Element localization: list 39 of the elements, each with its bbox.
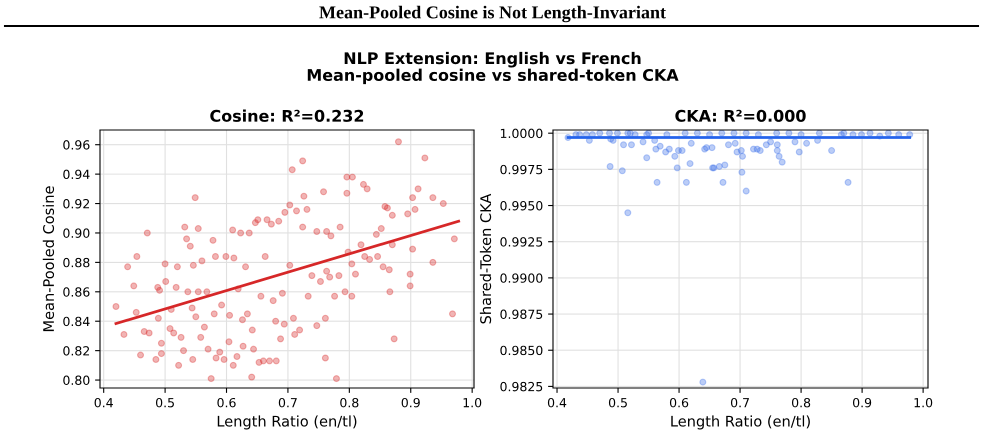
- y-tick-label: 0.9825: [500, 382, 542, 392]
- y-tick-label: 0.96: [63, 140, 90, 150]
- y-tick-label: 0.86: [63, 287, 90, 297]
- y-tick-label: 0.9950: [500, 201, 542, 210]
- y-tick-label: 0.88: [63, 258, 90, 268]
- x-tick-label: 0.8: [792, 398, 810, 408]
- y-tick-label: 0.9875: [500, 310, 542, 319]
- y-axis-title: Shared-Token CKA: [480, 194, 492, 324]
- x-tick-label: 0.4: [94, 398, 113, 408]
- y-tick-label: 1.0000: [500, 128, 542, 138]
- x-axis-title: Length Ratio (en/tl): [218, 415, 356, 430]
- y-tick-label: 0.84: [63, 316, 90, 326]
- x-axis-title: Length Ratio (en/tl): [671, 415, 810, 430]
- x-tick-label: 0.4: [548, 398, 566, 408]
- y-tick-label: 0.9925: [500, 237, 542, 247]
- x-tick-label: 0.5: [156, 398, 174, 408]
- y-tick-label: 0.80: [63, 376, 90, 385]
- y-tick-label: 0.9975: [500, 164, 542, 174]
- x-tick-label: 1.0: [464, 398, 482, 408]
- y-tick-label: 0.82: [63, 346, 90, 356]
- y-tick-label: 0.9850: [500, 346, 542, 356]
- x-tick-label: 1.0: [914, 398, 932, 408]
- x-tick-label: 0.8: [340, 398, 358, 408]
- x-tick-label: 0.9: [852, 398, 872, 408]
- x-tick-label: 0.7: [278, 398, 297, 408]
- y-tick-label: 0.92: [63, 199, 90, 208]
- x-tick-label: 0.9: [402, 398, 420, 408]
- y-tick-label: 0.9900: [500, 273, 542, 283]
- text: NLP Extension: English vs French Mean-pooled cosine vs shared-token CKA: [308, 52, 679, 84]
- x-tick-label: 0.5: [608, 398, 627, 408]
- chart-title: Cosine: R²=0.232: [210, 110, 364, 122]
- y-axis-title: Mean-Pooled Cosine: [42, 186, 54, 332]
- text: Mean-Pooled Cosine is Not Length-Invariant: [319, 6, 666, 22]
- x-tick-label: 0.6: [670, 398, 688, 408]
- y-tick-label: 0.94: [63, 170, 90, 180]
- chart-title: CKA: R²=0.000: [675, 110, 806, 122]
- y-tick-label: 0.90: [63, 228, 90, 238]
- x-tick-label: 0.6: [217, 398, 236, 408]
- x-tick-label: 0.7: [730, 398, 749, 408]
